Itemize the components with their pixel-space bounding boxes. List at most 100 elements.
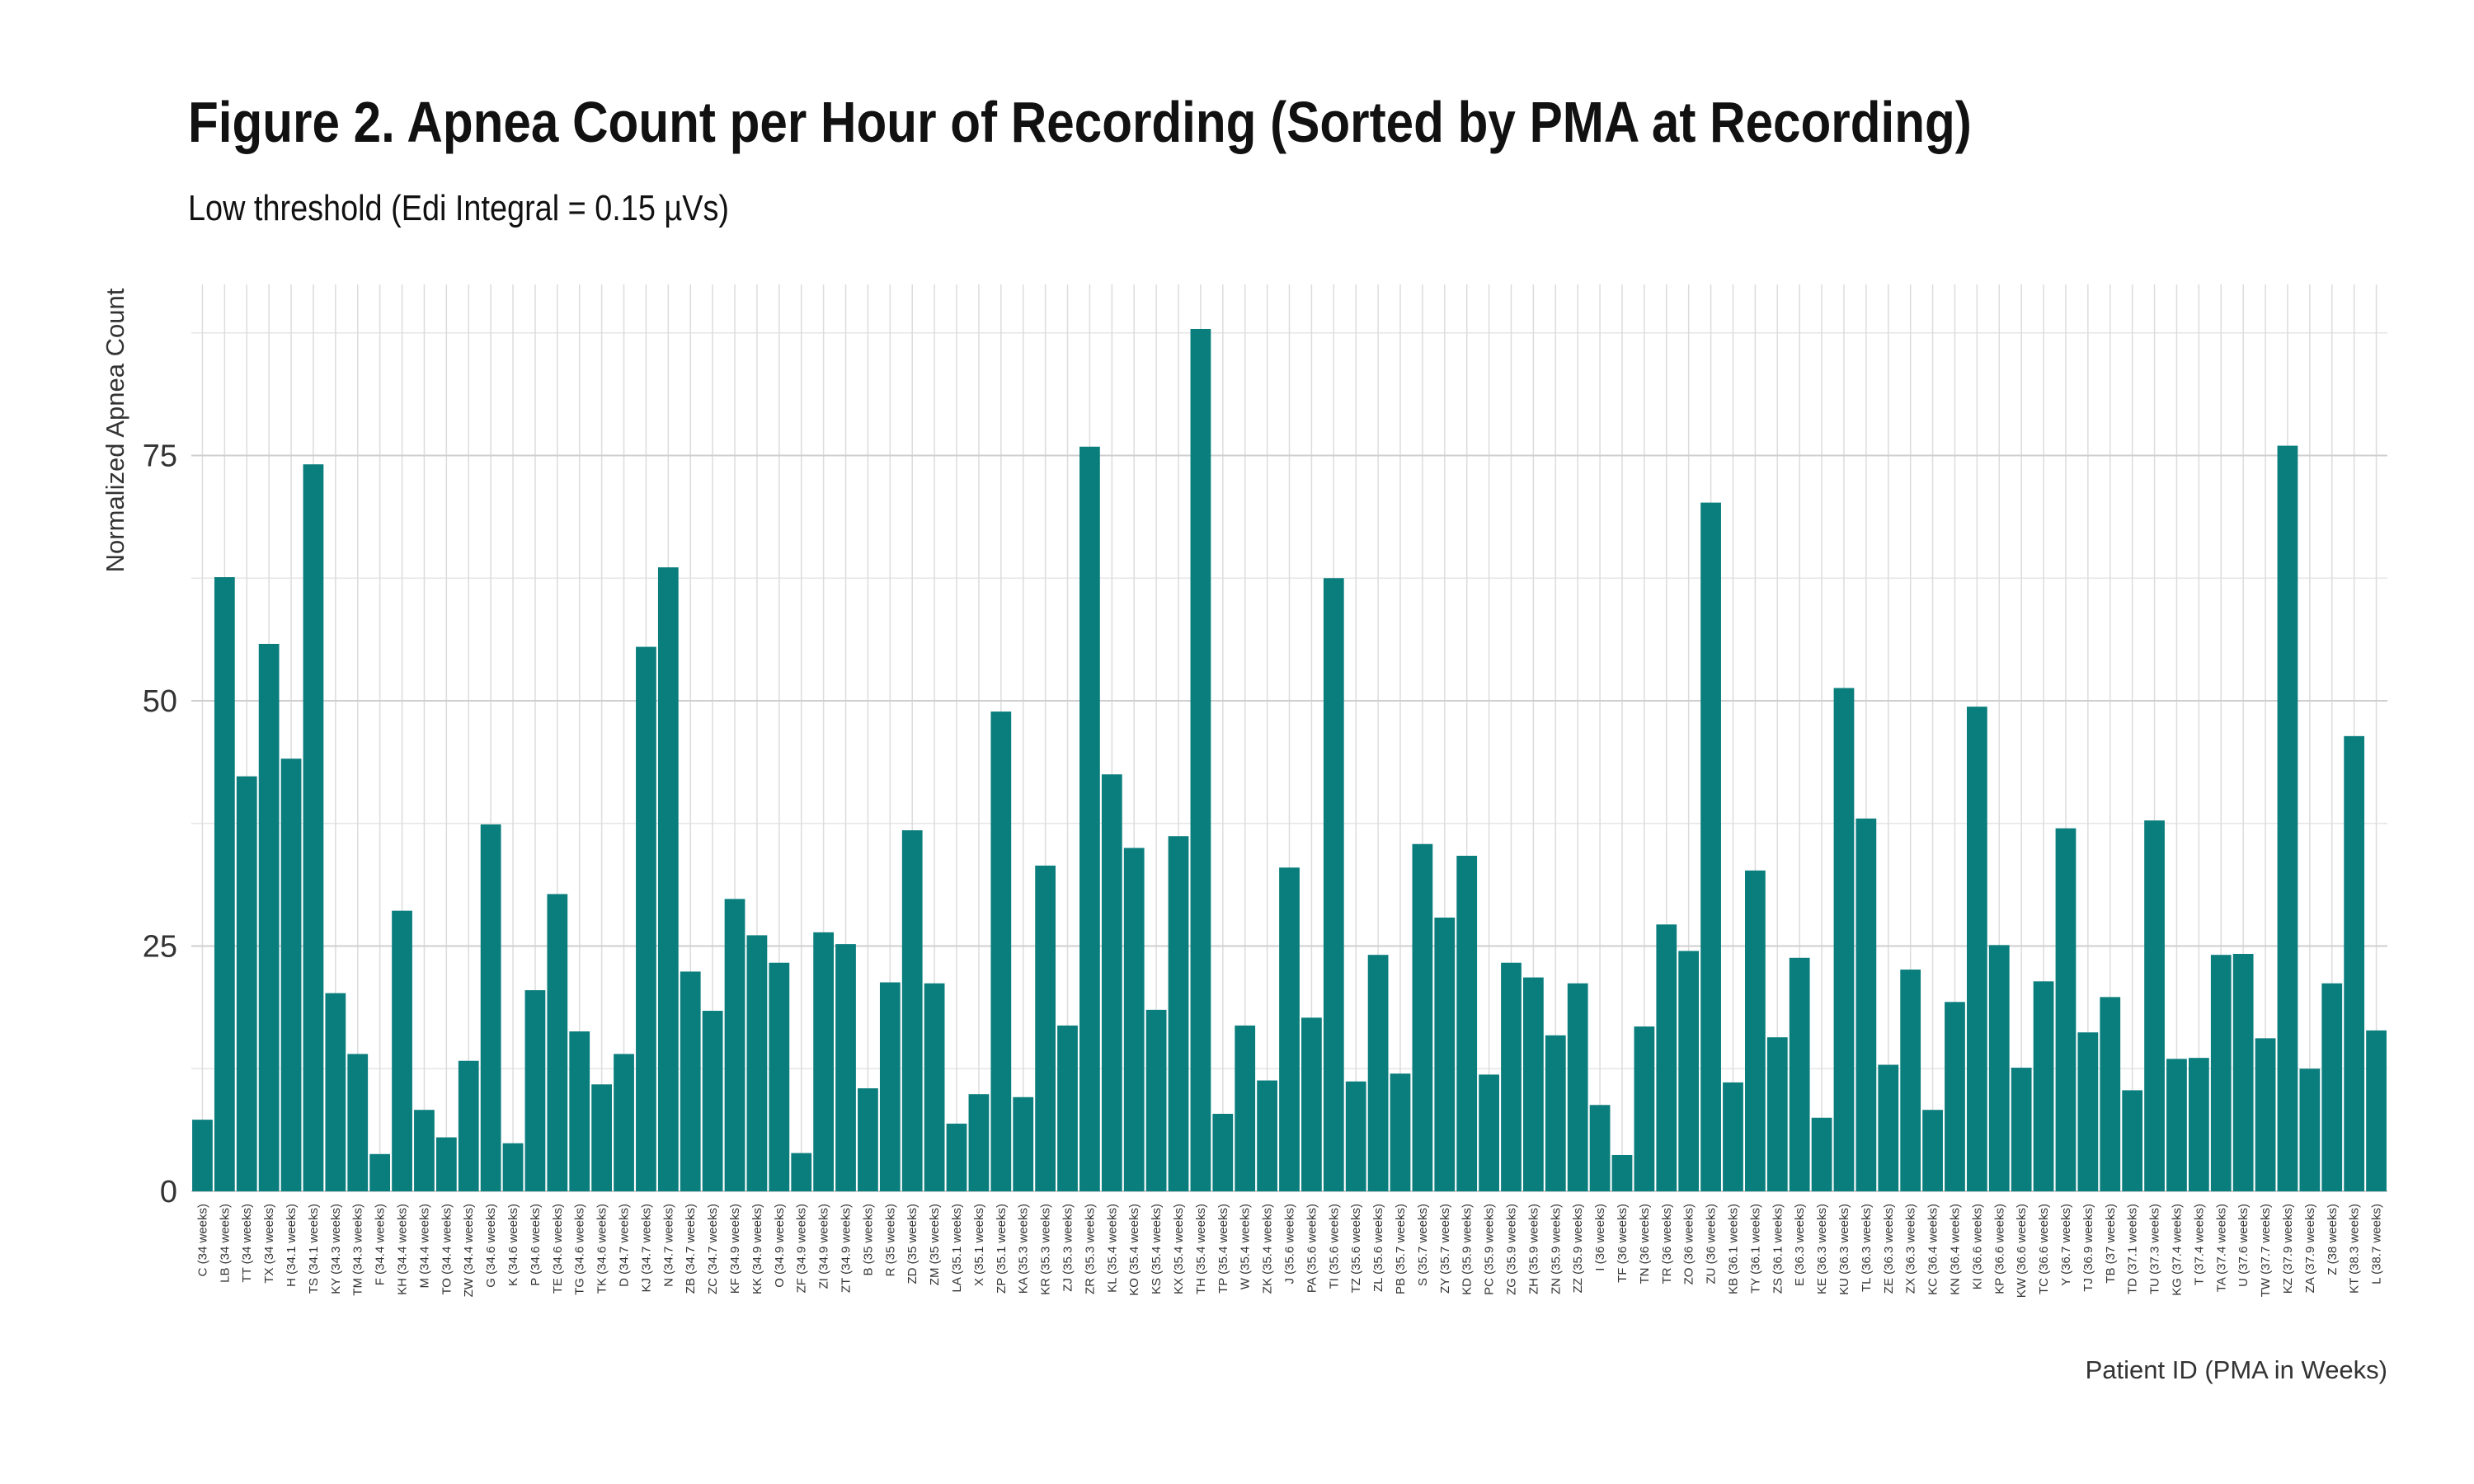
bar: [769, 962, 790, 1191]
bar: [2033, 981, 2054, 1191]
x-tick-label: TN (36 weeks): [1638, 1204, 1652, 1284]
x-tick-label: ZB (34.7 weeks): [684, 1204, 698, 1294]
x-tick-label: KH (34.4 weeks): [396, 1204, 410, 1295]
bar: [236, 776, 257, 1191]
bar: [1723, 1082, 1743, 1191]
bar: [569, 1031, 590, 1191]
x-tick-label: KN (36.4 weeks): [1948, 1204, 1962, 1295]
bar: [1656, 924, 1677, 1191]
x-tick-label: ZO (36 weeks): [1682, 1204, 1696, 1284]
bar: [280, 758, 302, 1191]
x-tick-label: KT (38.3 weeks): [2348, 1204, 2362, 1294]
x-tick-label: TZ (35.6 weeks): [1349, 1204, 1363, 1293]
x-tick-label: KX (35.4 weeks): [1172, 1204, 1186, 1294]
bar: [2344, 735, 2365, 1191]
bars: [192, 328, 2387, 1191]
x-tick-label: ZM (35 weeks): [928, 1204, 942, 1285]
bar: [547, 894, 568, 1191]
y-tick-label: 0: [160, 1175, 177, 1209]
bar: [724, 899, 745, 1191]
x-tick-label: K (34.6 weeks): [506, 1204, 520, 1286]
x-tick-label: ZI (34.9 weeks): [817, 1204, 831, 1289]
bar: [1057, 1025, 1078, 1191]
bar: [2188, 1058, 2209, 1191]
bar: [1634, 1026, 1655, 1191]
bar: [1878, 1064, 1899, 1191]
x-tick-label: TX (34 weeks): [262, 1204, 276, 1284]
x-tick-label: KG (37.4 weeks): [2170, 1204, 2184, 1296]
x-tick-label: C (34 weeks): [195, 1204, 209, 1276]
x-tick-label: KU (36.3 weeks): [1837, 1204, 1851, 1295]
bar: [1678, 951, 1700, 1191]
x-tick-label: W (35.4 weeks): [1239, 1204, 1253, 1289]
x-tick-label: KF (34.9 weeks): [728, 1204, 742, 1294]
x-tick-label: TK (34.6 weeks): [595, 1204, 609, 1294]
x-tick-label: KS (35.4 weeks): [1150, 1204, 1164, 1294]
bar: [835, 944, 856, 1191]
bar: [1323, 578, 1344, 1191]
x-tick-label: KJ (34.7 weeks): [639, 1204, 653, 1293]
x-tick-label: ZY (35.7 weeks): [1438, 1204, 1452, 1294]
bar: [303, 464, 324, 1191]
bar: [1079, 446, 1100, 1191]
y-tick-label: 50: [143, 684, 177, 719]
x-tick-label: TR (36 weeks): [1660, 1204, 1674, 1284]
bar: [990, 711, 1012, 1191]
x-tick-label: TW (37.7 weeks): [2259, 1204, 2273, 1297]
x-tick-label: KC (36.4 weeks): [1926, 1204, 1940, 1295]
x-tick-label: TI (35.6 weeks): [1327, 1204, 1341, 1289]
x-tick-label: TG (34.6 weeks): [573, 1204, 587, 1295]
bar: [2255, 1038, 2276, 1191]
x-tick-label: TC (36.6 weeks): [2037, 1204, 2051, 1294]
bar: [1345, 1081, 1366, 1191]
bar: [1390, 1073, 1411, 1191]
x-tick-label: KE (36.3 weeks): [1815, 1204, 1829, 1294]
bar: [1766, 1037, 1788, 1191]
bar: [680, 971, 701, 1191]
x-tick-label: ZU (36 weeks): [1705, 1204, 1719, 1284]
x-tick-label: M (34.4 weeks): [417, 1204, 431, 1289]
bar: [1235, 1025, 1256, 1191]
x-tick-label: KA (35.3 weeks): [1017, 1204, 1031, 1294]
bar: [458, 1060, 479, 1191]
x-tick-label: ZG (35.9 weeks): [1504, 1204, 1518, 1295]
bar: [1456, 856, 1478, 1191]
x-tick-label: TP (35.4 weeks): [1216, 1204, 1230, 1294]
bar: [1301, 1017, 1322, 1191]
bar: [1367, 955, 1389, 1191]
bar: [1013, 1097, 1034, 1191]
x-tick-label: TL (36.3 weeks): [1860, 1204, 1874, 1292]
x-tick-label: R (35 weeks): [883, 1204, 897, 1276]
x-tick-label: TT (34 weeks): [240, 1204, 254, 1283]
bar: [2277, 445, 2298, 1191]
x-tick-label: KZ (37.9 weeks): [2281, 1204, 2295, 1294]
bar: [1501, 962, 1522, 1191]
bar: [1434, 917, 1456, 1191]
x-tick-label: TF (36 weeks): [1616, 1204, 1630, 1283]
x-tick-label: ZW (34.4 weeks): [462, 1204, 476, 1297]
bar: [1212, 1113, 1234, 1191]
bar: [1945, 1002, 1965, 1191]
x-tick-label: ZX (36.3 weeks): [1904, 1204, 1918, 1294]
x-tick-label: KO (35.4 weeks): [1127, 1204, 1141, 1296]
bar: [1811, 1117, 1832, 1191]
bar: [968, 1094, 990, 1191]
bar: [2366, 1030, 2387, 1191]
bar: [1523, 977, 1544, 1191]
bar: [1589, 1105, 1611, 1191]
bar: [1833, 688, 1855, 1191]
chart-title: Figure 2. Apnea Count per Hour of Record…: [188, 90, 1972, 154]
x-tick-label: N (34.7 weeks): [661, 1204, 675, 1287]
bar: [1966, 707, 1987, 1191]
x-tick-label: TY (36.1 weeks): [1748, 1204, 1762, 1294]
bar: [192, 1120, 213, 1191]
x-tick-label: TE (34.6 weeks): [551, 1204, 565, 1294]
x-tick-label: KK (34.9 weeks): [750, 1204, 764, 1294]
bar: [1545, 1035, 1566, 1191]
bar: [2077, 1032, 2099, 1191]
bar: [1168, 836, 1189, 1191]
y-tick-labels: 0 25 50 75: [143, 439, 177, 1210]
x-tick-label: TJ (36.9 weeks): [2081, 1204, 2095, 1292]
bar: [614, 1054, 634, 1191]
x-tick-label: U (37.6 weeks): [2236, 1204, 2251, 1287]
